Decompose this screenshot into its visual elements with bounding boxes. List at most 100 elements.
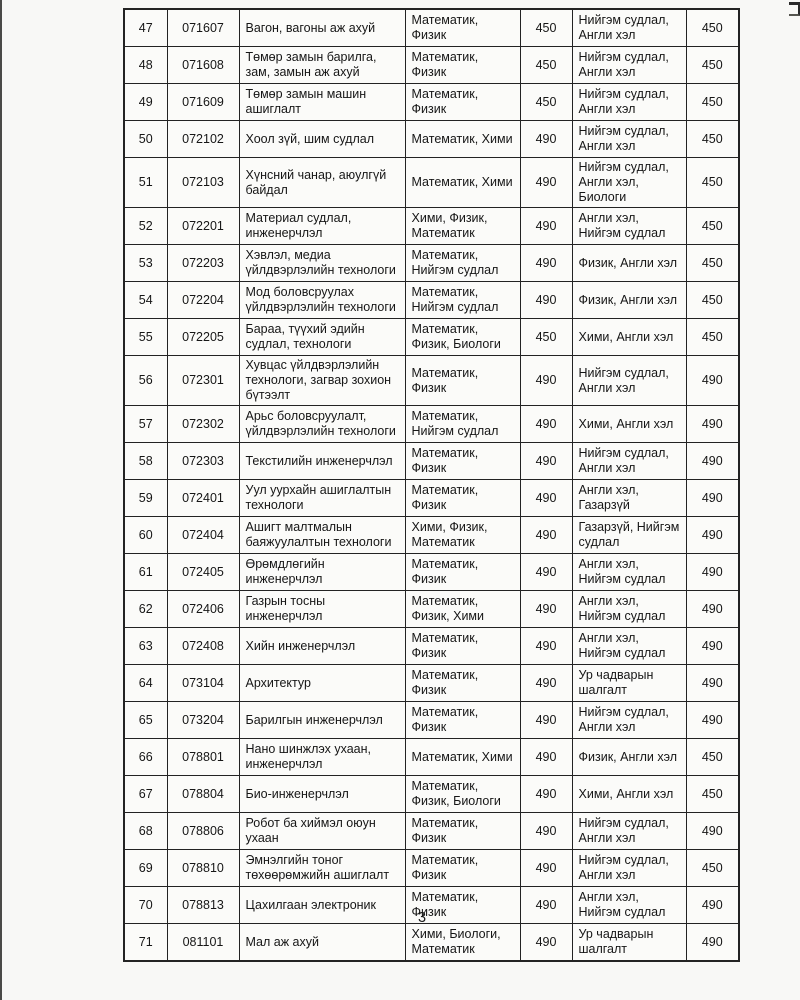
table-row: 67 078804 Био-инженерчлэл Математик, Физик,… <box>123 775 740 813</box>
table-row: 56 072301 Хувцас үйлдвэрлэлийн технологи, … <box>123 355 740 406</box>
program-name-cell: Төмөр замын барилга, зам, замын аж ахуй <box>238 46 406 84</box>
program-code-cell: 078804 <box>166 775 240 813</box>
subjects-1-cell: Математик, Физик <box>404 83 521 121</box>
score-2-cell: 450 <box>685 281 740 319</box>
subjects-1-cell: Математик, Нийгэм судлал <box>404 244 521 282</box>
program-name-cell: Хувцас үйлдвэрлэлийн технологи, загвар з… <box>238 355 406 406</box>
score-2-cell: 450 <box>685 83 740 121</box>
subjects-2-cell: Хими, Англи хэл <box>571 318 687 356</box>
score-2-cell: 450 <box>685 8 740 47</box>
score-2-cell: 450 <box>685 244 740 282</box>
score-1-cell: 490 <box>519 590 573 628</box>
row-number-cell: 71 <box>123 923 168 962</box>
score-1-cell: 490 <box>519 627 573 665</box>
score-1-cell: 490 <box>519 157 573 208</box>
subjects-2-cell: Нийгэм судлал, Англи хэл <box>571 46 687 84</box>
score-2-cell: 490 <box>685 479 740 517</box>
score-1-cell: 450 <box>519 46 573 84</box>
row-number-cell: 57 <box>123 405 168 443</box>
subjects-1-cell: Математик, Хими <box>404 738 521 776</box>
program-code-cell: 071609 <box>166 83 240 121</box>
table-row: 71 081101 Мал аж ахуй Хими, Биологи, Матема… <box>123 923 740 962</box>
subjects-2-cell: Нийгэм судлал, Англи хэл <box>571 812 687 850</box>
subjects-2-cell: Нийгэм судлал, Англи хэл <box>571 8 687 47</box>
program-name-cell: Уул уурхайн ашиглалтын технологи <box>238 479 406 517</box>
program-code-cell: 073204 <box>166 701 240 739</box>
row-number-cell: 63 <box>123 627 168 665</box>
row-number-cell: 65 <box>123 701 168 739</box>
score-1-cell: 490 <box>519 281 573 319</box>
program-code-cell: 072302 <box>166 405 240 443</box>
program-code-cell: 072301 <box>166 355 240 406</box>
subjects-2-cell: Хими, Англи хэл <box>571 775 687 813</box>
score-2-cell: 490 <box>685 442 740 480</box>
row-number-cell: 59 <box>123 479 168 517</box>
score-2-cell: 450 <box>685 775 740 813</box>
score-1-cell: 490 <box>519 664 573 702</box>
score-1-cell: 490 <box>519 405 573 443</box>
program-name-cell: Хэвлэл, медиа үйлдвэрлэлийн технологи <box>238 244 406 282</box>
table-row: 69 078810 Эмнэлгийн тоног төхөөрөмжийн аши… <box>123 849 740 887</box>
score-2-cell: 490 <box>685 590 740 628</box>
subjects-1-cell: Математик, Физик <box>404 355 521 406</box>
subjects-2-cell: Англи хэл, Нийгэм судлал <box>571 553 687 591</box>
row-number-cell: 55 <box>123 318 168 356</box>
program-code-cell: 072102 <box>166 120 240 158</box>
scan-edge-artifact <box>0 0 2 1000</box>
row-number-cell: 64 <box>123 664 168 702</box>
score-1-cell: 490 <box>519 812 573 850</box>
program-name-cell: Бараа, түүхий эдийн судлал, технологи <box>238 318 406 356</box>
program-name-cell: Төмөр замын машин ашиглалт <box>238 83 406 121</box>
row-number-cell: 53 <box>123 244 168 282</box>
row-number-cell: 50 <box>123 120 168 158</box>
table-row: 60 072404 Ашигт малтмалын баяжуулалтын тех… <box>123 516 740 554</box>
score-2-cell: 490 <box>685 701 740 739</box>
program-code-cell: 072303 <box>166 442 240 480</box>
table-row: 68 078806 Робот ба хиймэл оюун ухаан Матема… <box>123 812 740 850</box>
score-2-cell: 450 <box>685 46 740 84</box>
subjects-1-cell: Математик, Физик <box>404 664 521 702</box>
score-1-cell: 490 <box>519 886 573 924</box>
subjects-1-cell: Математик, Физик <box>404 553 521 591</box>
program-code-cell: 078806 <box>166 812 240 850</box>
program-code-cell: 072205 <box>166 318 240 356</box>
score-1-cell: 490 <box>519 738 573 776</box>
score-1-cell: 490 <box>519 516 573 554</box>
row-number-cell: 70 <box>123 886 168 924</box>
subjects-2-cell: Физик, Англи хэл <box>571 244 687 282</box>
subjects-2-cell: Нийгэм судлал, Англи хэл <box>571 442 687 480</box>
score-1-cell: 450 <box>519 318 573 356</box>
program-name-cell: Текстилийн инженерчлэл <box>238 442 406 480</box>
score-2-cell: 450 <box>685 157 740 208</box>
subjects-1-cell: Математик, Физик <box>404 442 521 480</box>
score-2-cell: 490 <box>685 516 740 554</box>
program-code-cell: 072405 <box>166 553 240 591</box>
program-name-cell: Био-инженерчлэл <box>238 775 406 813</box>
program-name-cell: Арьс боловсруулалт, үйлдвэрлэлийн технол… <box>238 405 406 443</box>
row-number-cell: 62 <box>123 590 168 628</box>
subjects-2-cell: Нийгэм судлал, Англи хэл <box>571 849 687 887</box>
program-name-cell: Робот ба хиймэл оюун ухаан <box>238 812 406 850</box>
score-2-cell: 490 <box>685 553 740 591</box>
subjects-2-cell: Нийгэм судлал, Англи хэл <box>571 701 687 739</box>
score-1-cell: 490 <box>519 442 573 480</box>
program-name-cell: Мод боловсруулах үйлдвэрлэлийн технологи <box>238 281 406 319</box>
program-code-cell: 073104 <box>166 664 240 702</box>
row-number-cell: 67 <box>123 775 168 813</box>
score-2-cell: 450 <box>685 120 740 158</box>
program-code-cell: 078801 <box>166 738 240 776</box>
score-1-cell: 490 <box>519 355 573 406</box>
program-name-cell: Нано шинжлэх ухаан, инженерчлэл <box>238 738 406 776</box>
subjects-1-cell: Хими, Физик, Математик <box>404 516 521 554</box>
row-number-cell: 66 <box>123 738 168 776</box>
program-name-cell: Хийн инженерчлэл <box>238 627 406 665</box>
subjects-2-cell: Ур чадварын шалгалт <box>571 664 687 702</box>
row-number-cell: 49 <box>123 83 168 121</box>
subjects-1-cell: Математик, Физик <box>404 8 521 47</box>
scan-corner-artifact <box>789 2 800 16</box>
score-2-cell: 490 <box>685 812 740 850</box>
subjects-1-cell: Математик, Физик <box>404 46 521 84</box>
subjects-2-cell: Англи хэл, Нийгэм судлал <box>571 886 687 924</box>
score-2-cell: 450 <box>685 849 740 887</box>
table-row: 53 072203 Хэвлэл, медиа үйлдвэрлэлийн техн… <box>123 244 740 282</box>
